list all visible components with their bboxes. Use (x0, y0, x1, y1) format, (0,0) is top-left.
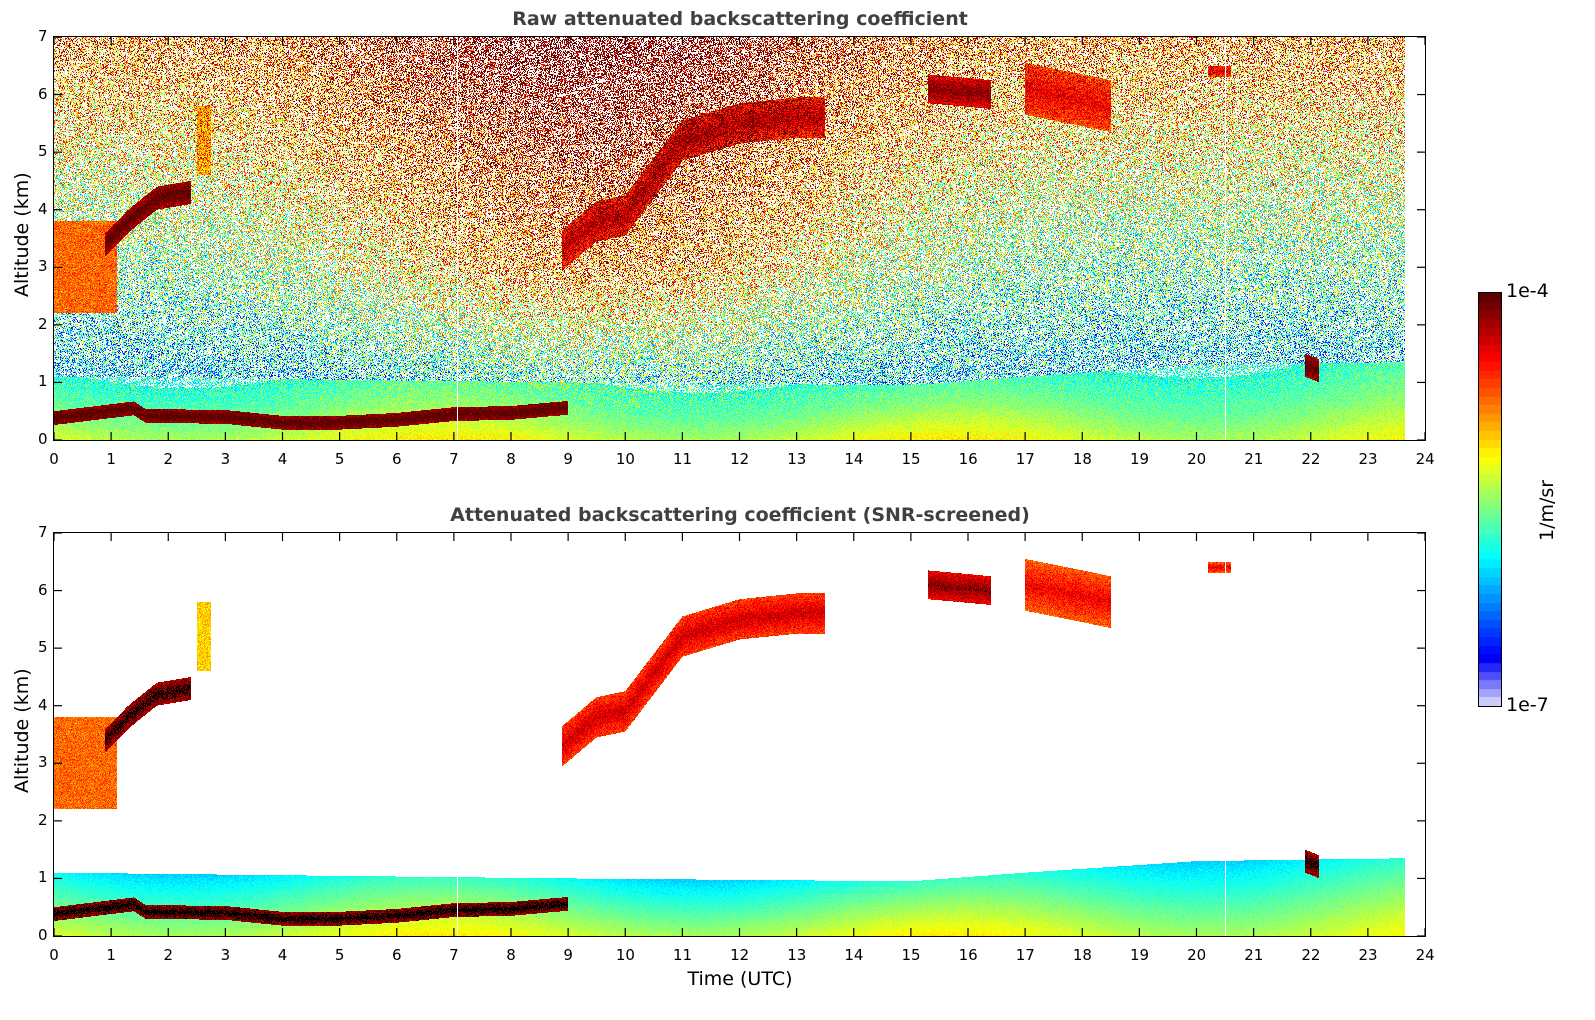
x-tick-label: 8 (506, 450, 516, 468)
y-tick-label: 2 (38, 314, 48, 333)
x-tick-label: 18 (1072, 946, 1092, 964)
x-tick-label: 24 (1415, 946, 1435, 964)
x-tick-label: 0 (49, 450, 59, 468)
x-tick-label: 11 (672, 946, 693, 964)
x-tick-label: 1 (106, 450, 116, 468)
y-tick-label: 7 (38, 523, 48, 541)
bottom-panel-title: Attenuated backscattering coefficient (S… (450, 504, 1030, 526)
x-tick-label: 24 (1415, 450, 1435, 468)
bottom-plot-frame (53, 532, 1426, 937)
x-tick-label: 19 (1129, 946, 1150, 964)
x-tick-label: 21 (1244, 946, 1264, 964)
x-tick-label: 15 (901, 450, 921, 468)
x-tick-label: 22 (1301, 946, 1321, 964)
y-tick-label: 2 (38, 810, 48, 829)
x-tick-label: 18 (1072, 450, 1092, 468)
x-tick-label: 23 (1358, 450, 1378, 468)
x-tick-label: 13 (787, 946, 807, 964)
top-y-axis-label: Altitude (km) (11, 172, 33, 297)
bottom-y-axis-label: Altitude (km) (11, 668, 33, 793)
x-tick-label: 9 (563, 946, 573, 964)
y-tick-label: 5 (38, 142, 48, 161)
x-tick-label: 13 (787, 450, 807, 468)
x-tick-label: 8 (506, 946, 516, 964)
x-tick-label: 19 (1129, 450, 1150, 468)
x-tick-label: 21 (1244, 450, 1264, 468)
x-tick-label: 2 (163, 450, 174, 468)
x-tick-label: 12 (730, 450, 750, 468)
y-tick-label: 0 (38, 430, 48, 448)
y-tick-label: 1 (38, 372, 48, 391)
y-tick-label: 7 (38, 27, 48, 45)
x-tick-label: 7 (449, 450, 459, 468)
y-tick-label: 6 (38, 580, 48, 599)
x-tick-label: 6 (392, 450, 402, 468)
colorbar-min-label: 1e-7 (1506, 694, 1549, 716)
x-tick-label: 3 (220, 946, 231, 964)
x-tick-label: 9 (563, 450, 573, 468)
x-tick-label: 7 (449, 946, 459, 964)
x-tick-label: 22 (1301, 450, 1321, 468)
colorbar-max-label: 1e-4 (1506, 280, 1549, 302)
x-tick-label: 1 (106, 946, 116, 964)
top-panel-title: Raw attenuated backscattering coefficien… (512, 8, 968, 30)
x-axis-label: Time (UTC) (687, 968, 793, 990)
x-tick-label: 11 (672, 450, 693, 468)
colorbar-unit-label: 1/m/sr (1536, 479, 1558, 541)
screened-backscatter-heatmap (54, 533, 1425, 936)
x-tick-label: 17 (1015, 946, 1035, 964)
top-plot-frame (53, 36, 1426, 441)
raw-backscatter-heatmap (54, 37, 1425, 440)
x-tick-label: 5 (334, 450, 345, 468)
x-tick-label: 23 (1358, 946, 1378, 964)
x-tick-label: 14 (844, 946, 864, 964)
y-tick-label: 4 (38, 695, 48, 714)
x-tick-label: 17 (1015, 450, 1035, 468)
y-tick-label: 6 (38, 84, 48, 103)
x-tick-label: 12 (730, 946, 750, 964)
x-tick-label: 4 (277, 450, 288, 468)
colorbar (1478, 292, 1502, 707)
x-tick-label: 16 (958, 946, 978, 964)
y-tick-label: 5 (38, 638, 48, 657)
x-tick-label: 10 (615, 946, 635, 964)
x-tick-label: 3 (220, 450, 231, 468)
x-tick-label: 4 (277, 946, 288, 964)
x-tick-label: 0 (49, 946, 59, 964)
x-tick-label: 14 (844, 450, 864, 468)
y-tick-label: 4 (38, 199, 48, 218)
x-tick-label: 10 (615, 450, 635, 468)
x-tick-label: 20 (1187, 450, 1207, 468)
y-tick-label: 1 (38, 868, 48, 887)
y-tick-label: 3 (38, 753, 48, 772)
x-tick-label: 2 (163, 946, 174, 964)
x-tick-label: 5 (334, 946, 345, 964)
x-tick-label: 20 (1187, 946, 1207, 964)
x-tick-label: 15 (901, 946, 921, 964)
y-tick-label: 3 (38, 257, 48, 276)
y-tick-label: 0 (38, 926, 48, 944)
x-tick-label: 16 (958, 450, 978, 468)
x-tick-label: 6 (392, 946, 402, 964)
